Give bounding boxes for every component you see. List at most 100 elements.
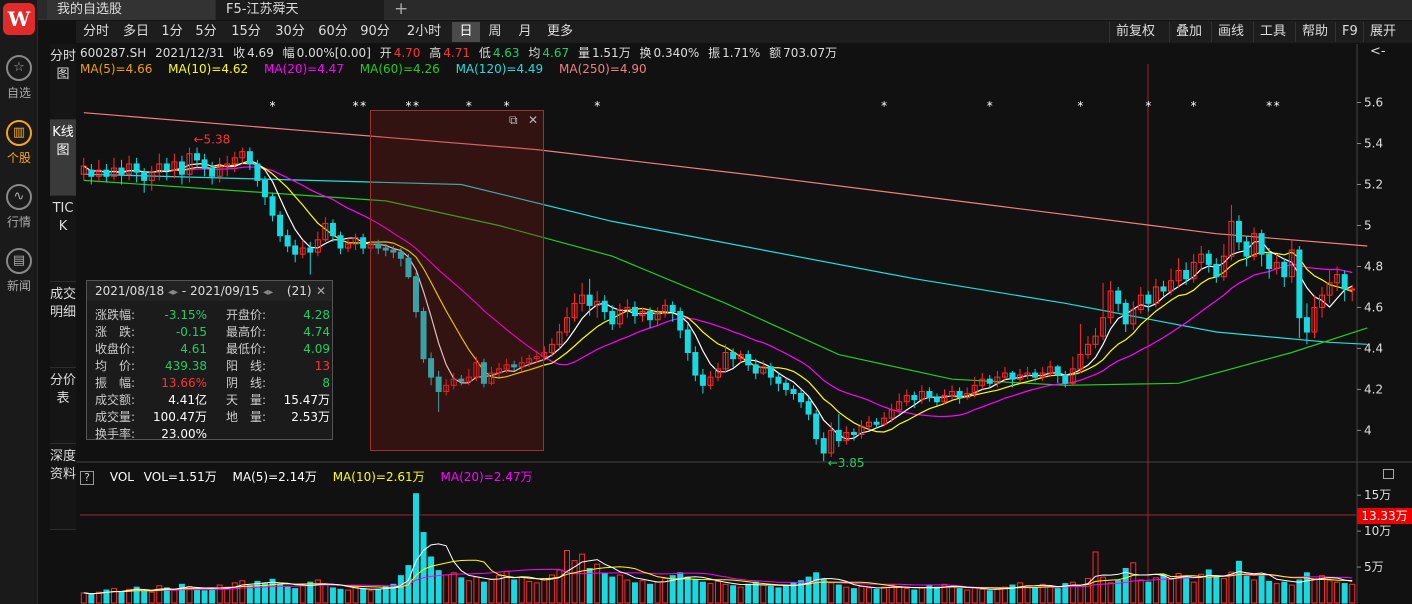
volume-bar xyxy=(1198,573,1205,604)
draw-line-button[interactable]: 画线 xyxy=(1211,22,1250,42)
stat-key: 均 价: xyxy=(95,359,136,373)
side-tab-tick[interactable]: TICK xyxy=(50,196,76,282)
maximize-icon[interactable] xyxy=(1383,469,1394,479)
candle-body xyxy=(420,311,427,360)
restore-icon[interactable]: ⧉ xyxy=(509,113,518,127)
stepper-icon[interactable]: ◂▸ xyxy=(263,287,274,298)
f9-button[interactable]: F9 xyxy=(1335,22,1364,42)
news-icon: ▤ xyxy=(6,248,32,274)
period-tab[interactable]: 周 xyxy=(488,24,502,39)
stepper-icon[interactable]: ◂▸ xyxy=(168,287,179,298)
period-tab[interactable]: 2小时 xyxy=(406,24,442,39)
candle-body xyxy=(88,169,95,177)
candle-body xyxy=(292,245,299,255)
volume-bar xyxy=(586,568,593,604)
vol-ma5: MA(5)=2.14万 xyxy=(232,470,317,484)
period-tab[interactable]: 30分 xyxy=(275,24,305,39)
range-selection-box[interactable]: ⧉ ✕ xyxy=(370,110,544,451)
candle-body xyxy=(631,306,638,317)
volume-bar xyxy=(858,585,865,604)
period-tab[interactable]: 分时 xyxy=(82,24,109,39)
event-marker: * xyxy=(1077,99,1083,113)
candle-body xyxy=(541,352,548,358)
period-tab[interactable]: 90分 xyxy=(360,24,390,39)
volume-bar xyxy=(126,588,133,604)
side-tab-price-table[interactable]: 分价表 xyxy=(50,368,76,444)
candle-body xyxy=(435,376,442,392)
candle-body xyxy=(488,372,495,384)
candle-body xyxy=(1009,372,1016,380)
side-tab-timeshare[interactable]: 分时图 xyxy=(50,44,76,120)
candle-body xyxy=(760,366,767,374)
candle-body xyxy=(979,378,986,386)
nav-item-market[interactable]: ∿ 行情 xyxy=(0,184,38,230)
volume-bar xyxy=(1009,584,1016,604)
interval-stats-panel: 2021/08/18 ◂▸ - 2021/09/15 ◂▸ (21) ✕ 涨跌幅… xyxy=(86,280,333,441)
side-tab-trades[interactable]: 成交明细 xyxy=(50,282,76,368)
candle-body xyxy=(556,331,563,345)
candle-body xyxy=(1122,302,1129,325)
candle-body xyxy=(1047,366,1054,374)
stat-key: 换手率: xyxy=(95,427,136,441)
close-icon[interactable]: ✕ xyxy=(315,284,326,298)
high-label: 高 xyxy=(429,46,442,60)
side-tab-kline[interactable]: K线图 xyxy=(50,120,76,196)
period-tab[interactable]: 1分 xyxy=(161,24,183,39)
volume-bar xyxy=(1115,580,1122,604)
vol-ma20-line xyxy=(83,568,1353,595)
expand-button[interactable]: 展开<- xyxy=(1363,22,1412,59)
period-tab[interactable]: 60分 xyxy=(318,24,348,39)
app-logo[interactable]: W xyxy=(3,3,35,35)
y-tick-label: 4.4 xyxy=(1364,341,1383,355)
side-tab-profile[interactable]: 深度资料 xyxy=(50,444,76,530)
candle-body xyxy=(503,364,510,370)
volume-bar xyxy=(669,575,676,604)
stat-key: 涨跌幅: xyxy=(95,308,136,322)
candle-body xyxy=(443,384,450,392)
candle-body xyxy=(1024,372,1031,376)
volume-bar xyxy=(903,588,910,604)
volume-bar xyxy=(314,579,321,604)
overlay-button[interactable]: 叠加 xyxy=(1169,22,1208,42)
candle-body xyxy=(1235,220,1242,243)
volume-bar xyxy=(918,587,925,604)
adjust-button[interactable]: 前复权 xyxy=(1109,22,1161,42)
vol-tick-label: 5万 xyxy=(1364,560,1384,574)
volume-bar xyxy=(1220,578,1227,604)
new-tab-button[interactable]: + xyxy=(394,0,409,19)
volume-bar xyxy=(662,578,669,604)
help-icon[interactable]: ? xyxy=(80,471,94,485)
period-tab-day[interactable]: 日 xyxy=(452,22,480,42)
volume-bar xyxy=(133,586,140,604)
candle-body xyxy=(496,368,503,374)
volume-bar xyxy=(118,591,125,604)
volume-bar xyxy=(1032,587,1039,604)
event-marker: * xyxy=(594,99,600,113)
volume-bar xyxy=(541,578,548,604)
volume-bar xyxy=(1326,580,1333,604)
event-marker: * xyxy=(1266,99,1272,113)
nav-item-watchlist[interactable]: ☆ 自选 xyxy=(0,55,38,101)
period-tab[interactable]: 15分 xyxy=(231,24,261,39)
volume-bar xyxy=(971,587,978,604)
candle-body xyxy=(715,368,721,378)
tab-watchlist[interactable]: 我的自选股 xyxy=(47,0,215,20)
period-tab[interactable]: 多日 xyxy=(122,24,149,39)
nav-item-stock[interactable]: ▥ 个股 xyxy=(0,120,38,166)
period-tab[interactable]: 月 xyxy=(518,24,532,39)
candle-body xyxy=(752,364,759,374)
stat-key: 收盘价: xyxy=(95,342,136,356)
volume-bar xyxy=(1296,579,1303,604)
nav-item-news[interactable]: ▤ 新闻 xyxy=(0,248,38,294)
volume-bar xyxy=(209,588,216,604)
candle-body xyxy=(888,409,895,419)
tools-button[interactable]: 工具 xyxy=(1253,22,1292,42)
volume-bar xyxy=(1069,581,1076,604)
close-icon[interactable]: ✕ xyxy=(528,113,539,127)
period-tab[interactable]: 5分 xyxy=(195,24,217,39)
period-tab-more[interactable]: 更多 xyxy=(546,24,573,39)
candle-body xyxy=(782,382,789,390)
volume-bar xyxy=(216,584,223,604)
help-button[interactable]: 帮助 xyxy=(1295,22,1334,42)
